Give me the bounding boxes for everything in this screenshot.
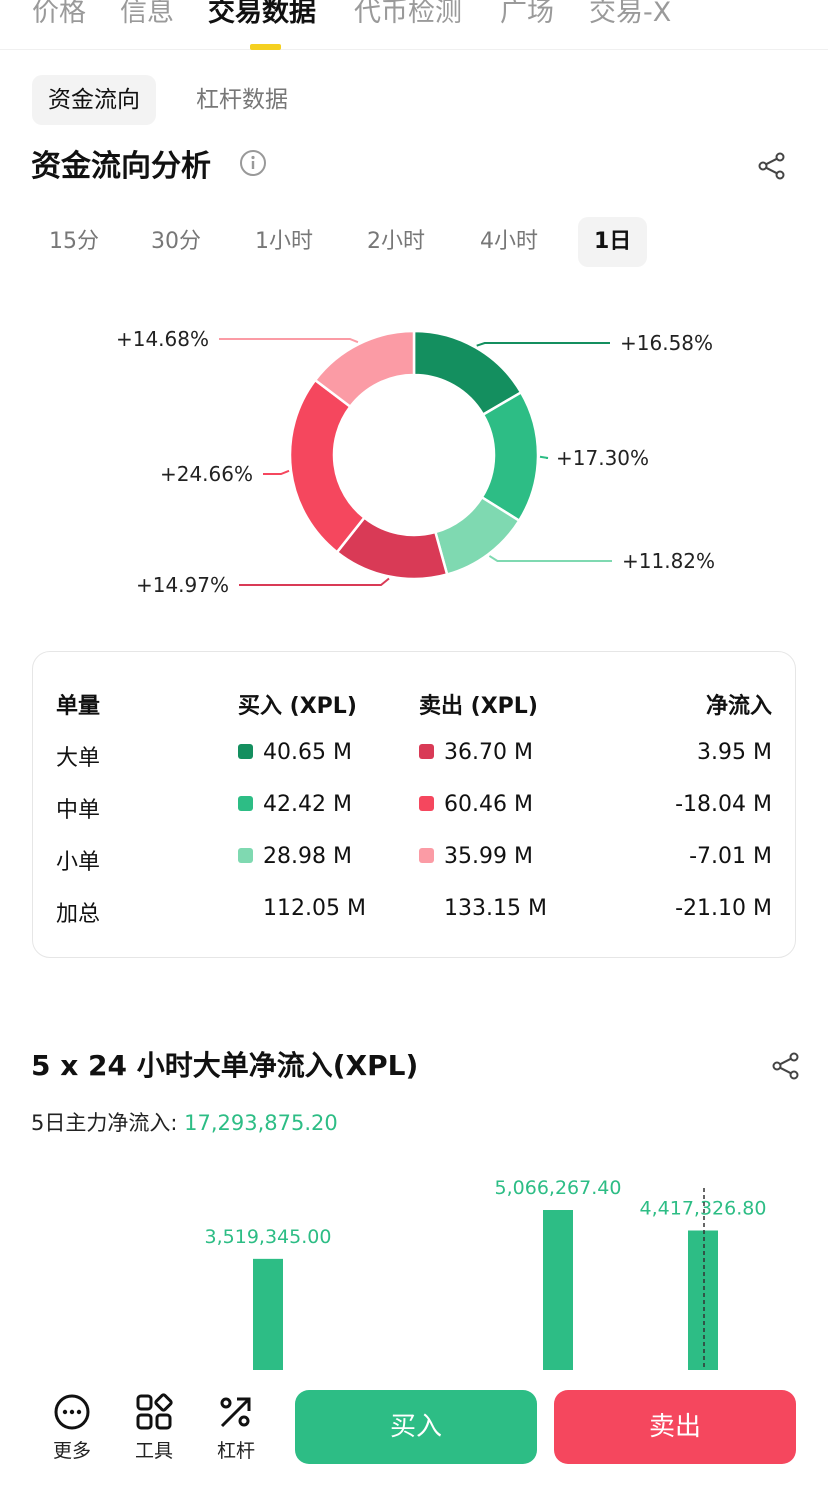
header-net-inflow: 净流入 — [705, 694, 772, 719]
row-medium-buy: 42.42 M — [238, 792, 352, 817]
row-total-net: -21.10 M — [675, 896, 772, 921]
tab-trade-x[interactable]: 交易-X — [589, 0, 672, 28]
donut-leader-line — [263, 469, 290, 475]
fund-flow-donut-chart: +16.58% +17.30% +11.82% +14.97% +24.66% +14.6… — [116, 327, 715, 597]
net-inflow-value: 17,293,875.20 — [184, 1111, 338, 1135]
bar — [543, 1210, 573, 1370]
row-large-buy: 40.65 M — [238, 740, 352, 765]
tab-price[interactable]: 价格 — [32, 0, 86, 28]
row-small-net: -7.01 M — [689, 844, 772, 869]
header-sell: 卖出 (XPL) — [419, 694, 538, 719]
tab-token-check[interactable]: 代币检测 — [354, 0, 462, 28]
bottom-action-bar: 更多 工具 杠杆 买入 卖出 — [0, 1370, 828, 1485]
donut-slice-label: +16.58% — [620, 331, 713, 355]
info-icon[interactable] — [239, 149, 267, 177]
bar — [253, 1258, 283, 1370]
subtab-leverage-data[interactable]: 杠杆数据 — [196, 87, 288, 113]
tools-button[interactable]: 工具 — [124, 1392, 184, 1463]
donut-slice-label: +11.82% — [622, 549, 715, 573]
active-tab-indicator — [250, 44, 281, 50]
row-small-sell: 35.99 M — [419, 844, 533, 869]
more-label: 更多 — [52, 1440, 91, 1462]
leverage-label: 杠杆 — [216, 1440, 255, 1462]
filter-1h[interactable]: 1小时 — [255, 229, 313, 254]
row-small-label: 小单 — [56, 850, 101, 875]
row-large-label: 大单 — [56, 746, 101, 771]
donut-leader-line — [239, 577, 390, 586]
donut-slice-label: +17.30% — [556, 446, 649, 470]
subtab-fund-flow[interactable]: 资金流向 — [32, 75, 156, 125]
row-large-sell: 36.70 M — [419, 740, 533, 765]
filter-1d[interactable]: 1日 — [578, 217, 648, 267]
row-total-buy: 112.05 M — [263, 896, 366, 921]
donut-slice — [288, 378, 367, 554]
big-order-title: 5 x 24 小时大单净流入(XPL) — [31, 1049, 419, 1082]
net-inflow-label: 5日主力净流入: — [31, 1111, 178, 1135]
header-buy: 买入 (XPL) — [238, 694, 357, 719]
bar-value-label: 4,417,326.80 — [640, 1197, 767, 1219]
filter-15m[interactable]: 15分 — [49, 229, 99, 254]
filter-4h[interactable]: 4小时 — [480, 229, 538, 254]
big-order-bar-chart: 3,519,345.00 5,066,267.40 4,417,326.80 — [205, 1177, 767, 1370]
header-order-size: 单量 — [56, 694, 101, 719]
sell-button[interactable]: 卖出 — [554, 1390, 796, 1464]
row-medium-net: -18.04 M — [675, 792, 772, 817]
section-title: 资金流向分析 — [31, 149, 211, 184]
donut-slice — [313, 329, 416, 409]
filter-30m[interactable]: 30分 — [151, 229, 201, 254]
bar-value-label: 5,066,267.40 — [495, 1177, 622, 1199]
row-small-buy: 28.98 M — [238, 844, 352, 869]
donut-leader-line — [476, 342, 610, 347]
five-day-net-inflow: 5日主力净流入: 17,293,875.20 — [31, 1107, 338, 1137]
tab-info[interactable]: 信息 — [120, 0, 174, 28]
top-tab-bar: 价格 信息 交易数据 代币检测 广场 交易-X — [0, 0, 828, 50]
donut-leader-line — [539, 455, 549, 459]
buy-button[interactable]: 买入 — [295, 1390, 537, 1464]
row-medium-sell: 60.46 M — [419, 792, 533, 817]
leverage-button[interactable]: 杠杆 — [206, 1392, 266, 1463]
filter-2h[interactable]: 2小时 — [367, 229, 425, 254]
share-icon[interactable] — [757, 151, 787, 181]
tab-square[interactable]: 广场 — [500, 0, 554, 28]
more-button[interactable]: 更多 — [42, 1392, 102, 1463]
tools-label: 工具 — [134, 1440, 173, 1462]
tab-trading-data[interactable]: 交易数据 — [208, 0, 316, 28]
tools-icon — [136, 1393, 173, 1430]
donut-slice-label: +14.68% — [116, 327, 209, 351]
bar — [688, 1230, 718, 1370]
donut-leader-line — [219, 338, 359, 344]
bar-value-label: 3,519,345.00 — [205, 1226, 332, 1248]
leverage-icon — [220, 1397, 251, 1428]
more-icon — [54, 1394, 90, 1430]
donut-leader-line — [488, 555, 612, 562]
share-icon[interactable] — [771, 1051, 801, 1081]
fund-flow-table: 单量 买入 (XPL) 卖出 (XPL) 净流入 大单 40.65 M 36.7… — [32, 651, 796, 958]
donut-slice-label: +14.97% — [136, 573, 229, 597]
row-total-sell: 133.15 M — [444, 896, 547, 921]
donut-slice-label: +24.66% — [160, 462, 253, 486]
row-total-label: 加总 — [56, 902, 101, 927]
row-large-net: 3.95 M — [697, 740, 772, 765]
row-medium-label: 中单 — [56, 798, 101, 823]
